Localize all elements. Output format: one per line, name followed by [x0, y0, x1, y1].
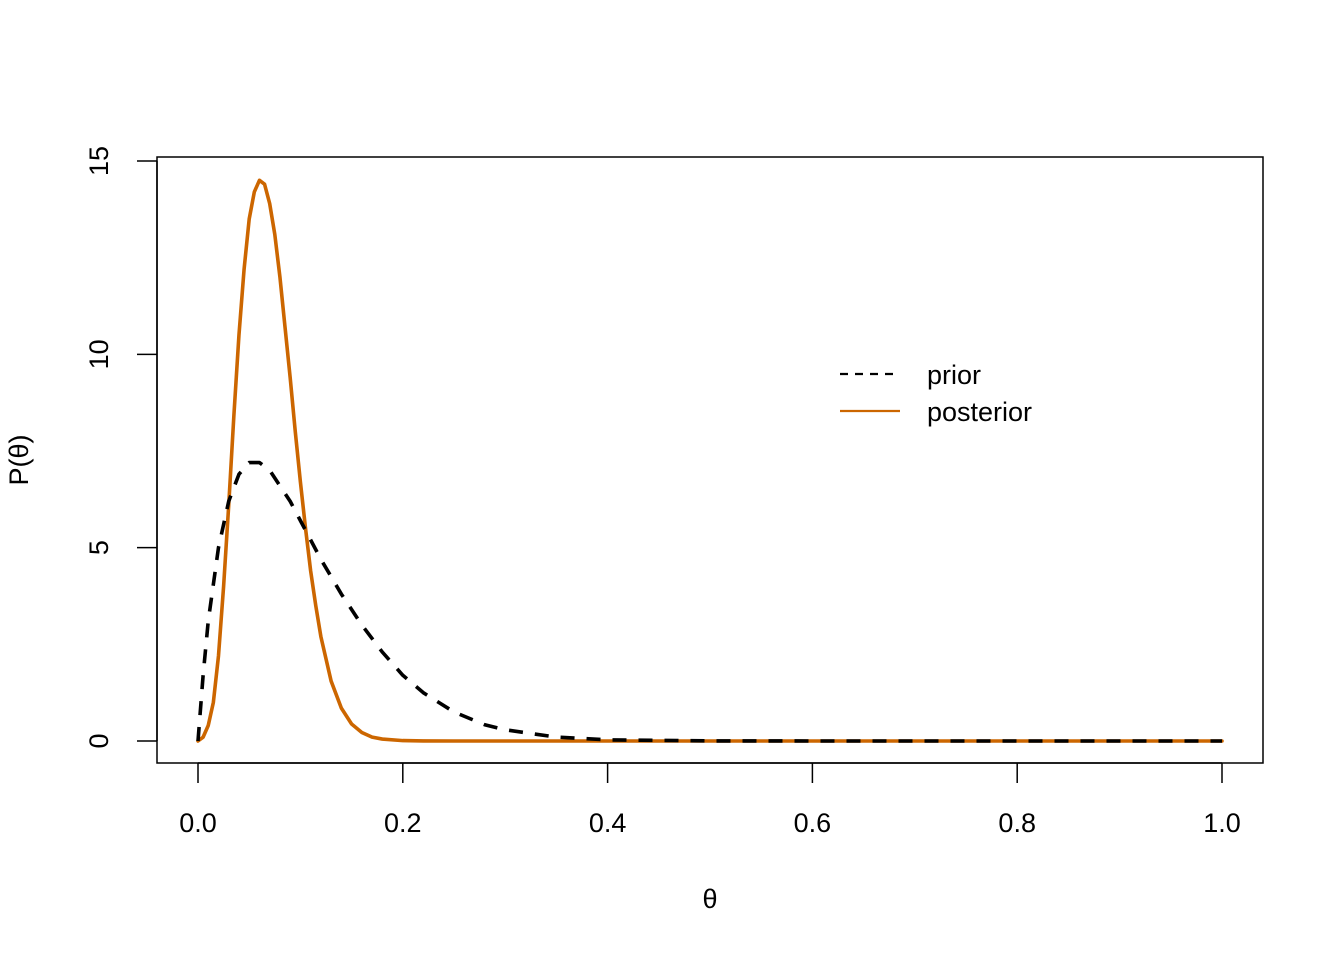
x-tick-label: 0.0 [179, 808, 217, 838]
x-tick-label: 1.0 [1203, 808, 1241, 838]
y-axis: 0 5 10 15 [84, 146, 158, 749]
series-line-posterior [196, 178, 1224, 743]
legend-label-posterior: posterior [927, 397, 1032, 427]
series-line-prior [196, 460, 1222, 743]
plot-frame [156, 156, 1264, 764]
y-tick-label: 10 [84, 339, 114, 369]
legend-label-prior: prior [927, 360, 981, 390]
y-tick-label: 15 [84, 146, 114, 176]
x-tick-label: 0.6 [794, 808, 832, 838]
y-axis-label: P(θ) [4, 434, 34, 485]
x-axis: 0.0 0.2 0.4 0.6 0.8 1.0 [179, 762, 1241, 838]
legend: prior posterior [840, 360, 1032, 427]
x-axis-label: θ [702, 884, 717, 914]
x-tick-label: 0.8 [998, 808, 1036, 838]
x-tick-label: 0.2 [384, 808, 422, 838]
series-layer [196, 178, 1224, 743]
y-tick-label: 5 [84, 540, 114, 555]
x-tick-label: 0.4 [589, 808, 627, 838]
y-tick-label: 0 [84, 733, 114, 748]
